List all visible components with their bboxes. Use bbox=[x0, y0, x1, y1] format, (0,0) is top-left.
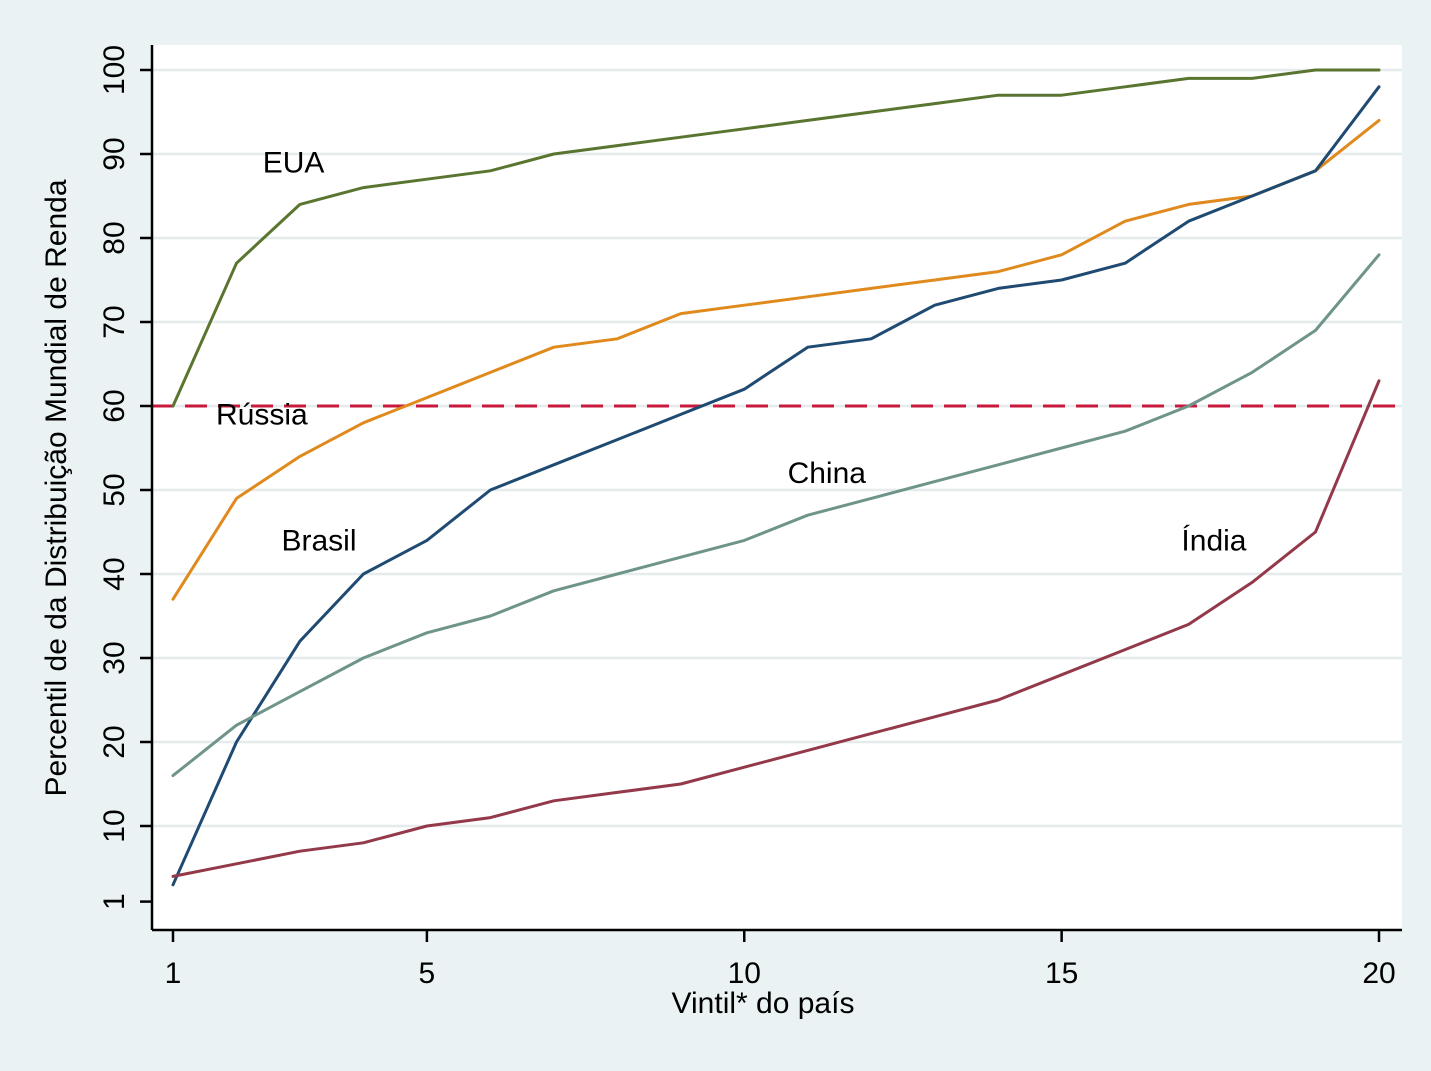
x-tick-label: 20 bbox=[1362, 957, 1395, 990]
x-tick-label: 5 bbox=[419, 957, 436, 990]
plot-area bbox=[152, 45, 1402, 930]
y-tick-label: 80 bbox=[98, 221, 131, 254]
y-tick-label: 70 bbox=[98, 305, 131, 338]
x-axis-label: Vintil* do país bbox=[672, 987, 855, 1020]
series-annotation: Índia bbox=[1181, 524, 1246, 557]
series-lines bbox=[171, 68, 1381, 887]
x-tick-label: 1 bbox=[165, 957, 182, 990]
y-tick-label: 40 bbox=[98, 557, 131, 590]
y-tick-label: 1 bbox=[98, 893, 131, 910]
y-tick-label: 50 bbox=[98, 473, 131, 506]
series-annotation: China bbox=[788, 457, 867, 490]
series-line-eua bbox=[171, 68, 1381, 408]
y-tick-label: 60 bbox=[98, 389, 131, 422]
series-annotation: Brasil bbox=[281, 524, 356, 557]
y-tick-label: 10 bbox=[98, 809, 131, 842]
y-tick-label: 90 bbox=[98, 137, 131, 170]
series-line-russia bbox=[171, 118, 1381, 601]
x-tick-label: 10 bbox=[728, 957, 761, 990]
y-axis-label: Percentil de da Distribuição Mundial de … bbox=[40, 179, 73, 796]
y-tick-label: 30 bbox=[98, 641, 131, 674]
axes bbox=[150, 45, 1402, 932]
series-line-india bbox=[171, 379, 1381, 878]
y-tick-label: 100 bbox=[98, 45, 131, 95]
series-line-china bbox=[171, 253, 1381, 778]
series-annotation: EUA bbox=[263, 146, 325, 179]
x-tick-label: 15 bbox=[1045, 957, 1078, 990]
series-line-brasil bbox=[171, 85, 1381, 887]
series-annotations: EUA Rússia Brasil China Índia bbox=[216, 146, 1247, 557]
y-tick-label: 20 bbox=[98, 725, 131, 758]
series-annotation: Rússia bbox=[216, 398, 308, 431]
